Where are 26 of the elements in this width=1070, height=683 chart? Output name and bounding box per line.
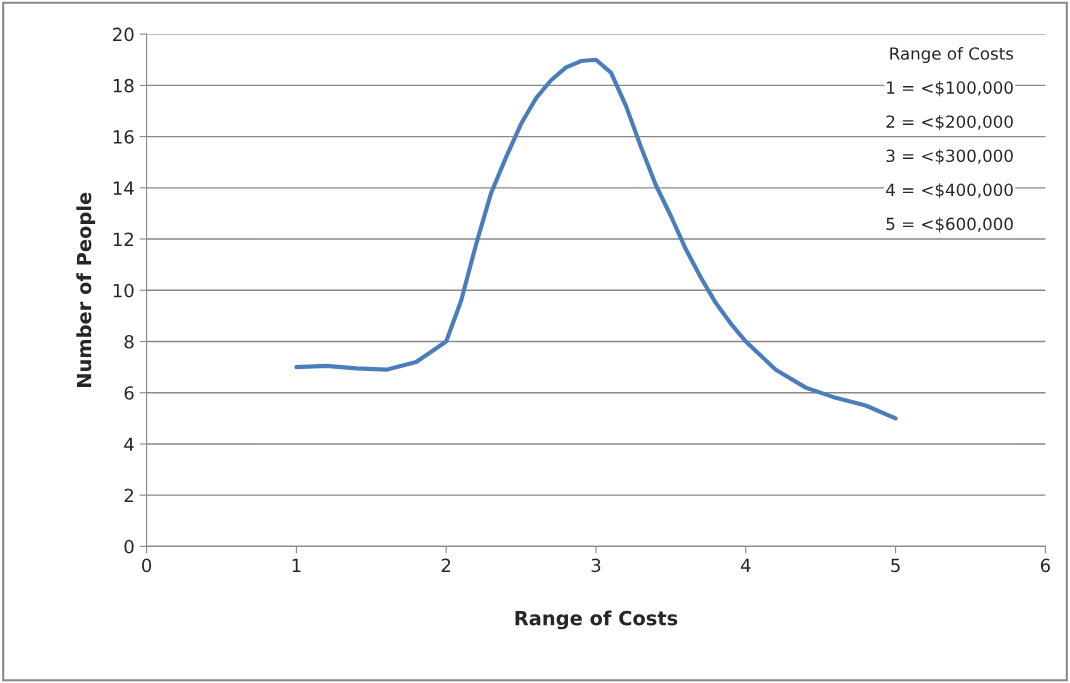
annotation: 5 = <$600,000 [886,217,1013,233]
y-tick-label: 16 [113,130,134,144]
y-axis-title: Number of People [76,192,96,387]
x-tick-label: 3 [591,558,601,573]
annotation: 1 = <$100,000 [887,81,1013,97]
y-tick-label: 6 [124,386,134,400]
x-tick-label: 6 [1040,558,1050,573]
annotation: 4 = <$400,000 [886,183,1013,199]
annotation: Range of Costs [890,46,1014,64]
y-tick-label: 4 [124,437,134,451]
annotation: 3 = <$300,000 [886,149,1013,165]
x-tick-label: 2 [441,558,451,572]
annotation: 2 = <$200,000 [886,115,1013,131]
y-tick-label: 14 [113,181,134,195]
y-tick-label: 10 [113,283,134,298]
y-tick-label: 12 [113,232,133,246]
x-tick-label: 4 [740,558,751,572]
x-axis-title: Range of Costs [515,610,678,630]
x-tick-label: 1 [292,558,301,572]
y-tick-label: 0 [124,539,134,554]
y-tick-label: 20 [113,27,134,42]
y-tick-label: 2 [124,488,133,503]
x-tick-label: 0 [142,558,152,573]
y-tick-label: 8 [124,334,134,349]
x-tick-label: 5 [891,558,900,573]
y-tick-label: 18 [113,78,134,93]
